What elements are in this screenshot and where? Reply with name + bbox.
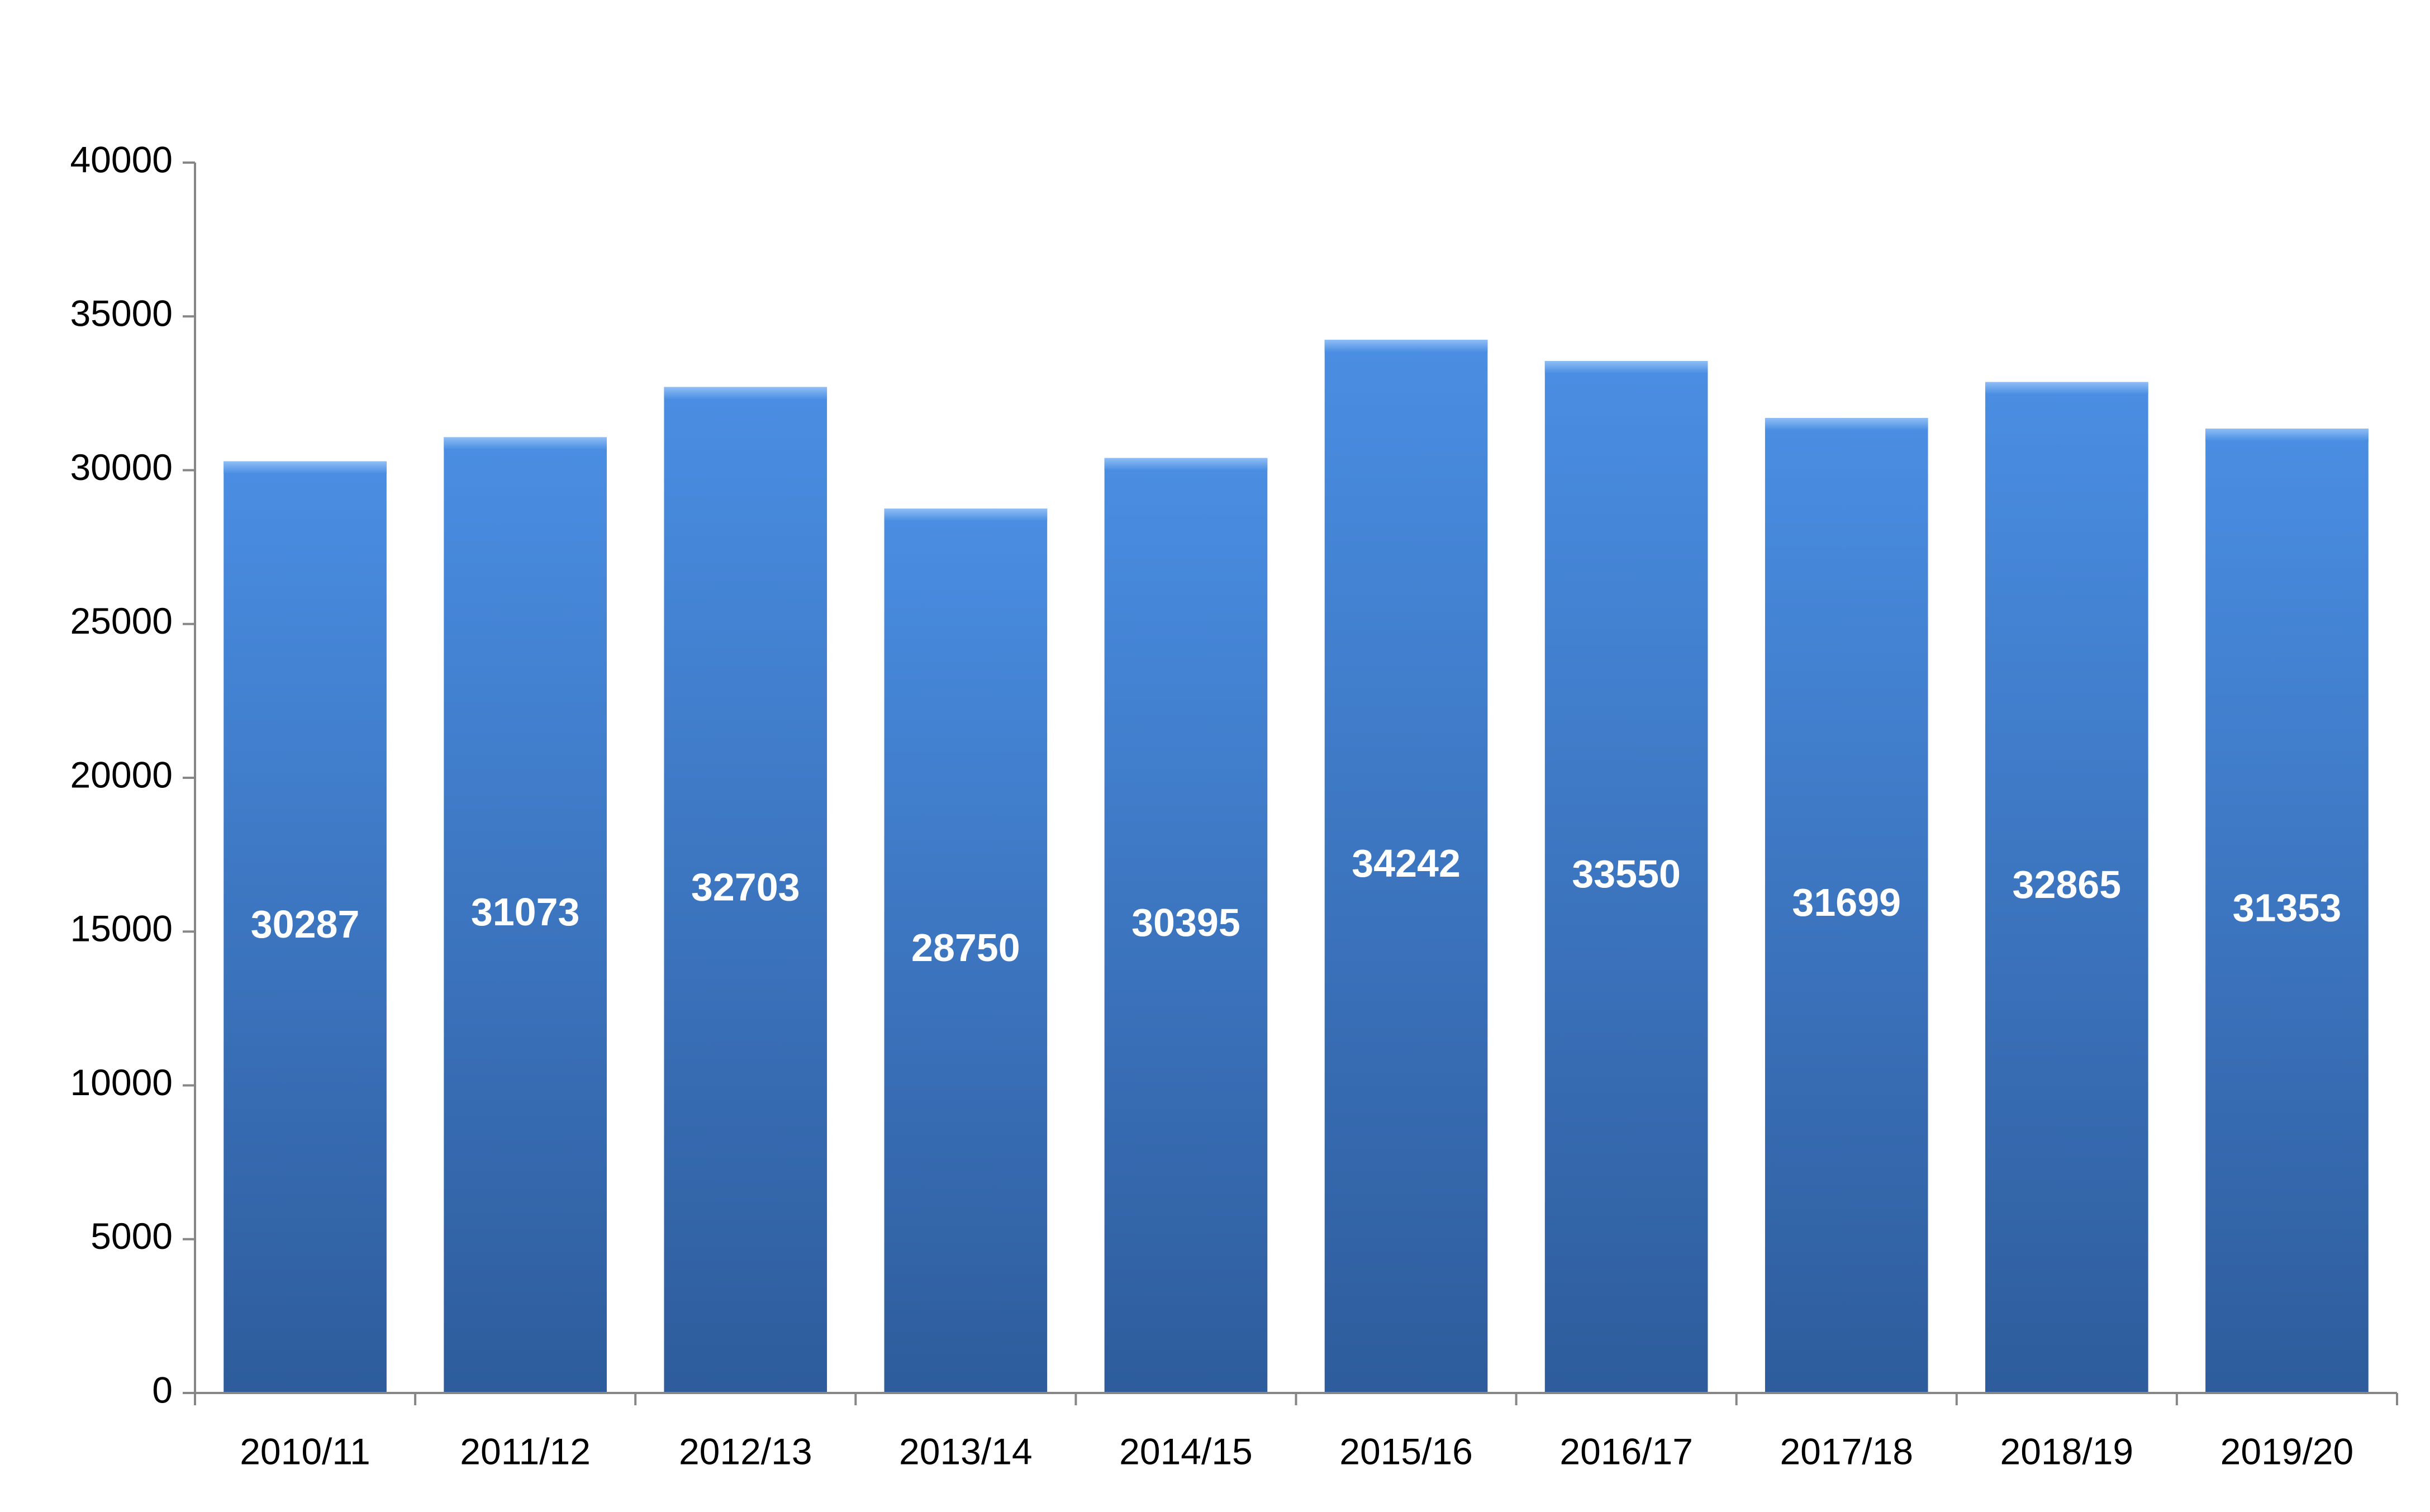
y-tick-label: 25000 <box>70 600 173 641</box>
bar <box>223 461 387 1393</box>
value-label: 31353 <box>2233 886 2342 929</box>
bar-group <box>884 508 1048 1393</box>
bar-group <box>223 461 387 1393</box>
bar-cap <box>884 508 1048 521</box>
bar-cap <box>1985 382 2148 394</box>
bar-group <box>2205 429 2369 1393</box>
value-label: 32865 <box>2013 863 2122 906</box>
bar-cap <box>2205 429 2369 441</box>
y-tick-label: 30000 <box>70 446 173 488</box>
bar-cap <box>1104 458 1268 470</box>
value-label: 28750 <box>911 926 1020 969</box>
bar <box>1104 458 1268 1393</box>
x-tick-label: 2015/16 <box>1339 1430 1473 1472</box>
y-tick-label: 35000 <box>70 293 173 334</box>
bar <box>664 387 828 1393</box>
value-label: 31699 <box>1792 881 1901 924</box>
bar-cap <box>1324 339 1488 352</box>
value-label: 32703 <box>691 865 800 909</box>
value-label: 30287 <box>251 902 360 946</box>
bar <box>884 508 1048 1393</box>
bar-cap <box>1544 361 1708 374</box>
bar-group <box>664 387 828 1393</box>
x-tick-label: 2011/12 <box>460 1430 591 1472</box>
bar-group <box>1985 382 2148 1393</box>
x-tick-label: 2017/18 <box>1780 1430 1913 1472</box>
y-tick-label: 15000 <box>70 908 173 949</box>
value-label: 31073 <box>471 890 580 934</box>
bar-cap <box>1765 417 1928 430</box>
bar <box>1985 382 2148 1393</box>
bar <box>1765 417 1928 1394</box>
bar-cap <box>223 461 387 474</box>
y-tick-label: 10000 <box>70 1062 173 1103</box>
value-label: 33550 <box>1572 852 1681 896</box>
bar-group <box>1324 339 1488 1393</box>
x-tick-label: 2019/20 <box>2220 1430 2354 1472</box>
x-tick-label: 2012/13 <box>679 1430 812 1472</box>
bar-group <box>444 437 607 1393</box>
y-tick-label: 5000 <box>91 1215 173 1257</box>
x-tick-label: 2018/19 <box>2000 1430 2134 1472</box>
bar <box>1324 339 1488 1393</box>
bar-group <box>1544 361 1708 1393</box>
bar-group <box>1765 417 1928 1394</box>
bar <box>444 437 607 1393</box>
y-tick-label: 40000 <box>70 139 173 180</box>
value-label: 34242 <box>1352 841 1461 885</box>
y-tick-label: 0 <box>152 1369 173 1410</box>
bar-cap <box>444 437 607 450</box>
x-tick-label: 2014/15 <box>1119 1430 1253 1472</box>
bar <box>1544 361 1708 1393</box>
x-tick-label: 2016/17 <box>1559 1430 1693 1472</box>
bar <box>2205 429 2369 1393</box>
x-tick-label: 2010/11 <box>240 1430 370 1472</box>
value-label: 30395 <box>1131 901 1240 944</box>
y-tick-label: 20000 <box>70 754 173 795</box>
x-tick-label: 2013/14 <box>899 1430 1033 1472</box>
bar-group <box>1104 458 1268 1393</box>
bar-cap <box>664 387 828 400</box>
